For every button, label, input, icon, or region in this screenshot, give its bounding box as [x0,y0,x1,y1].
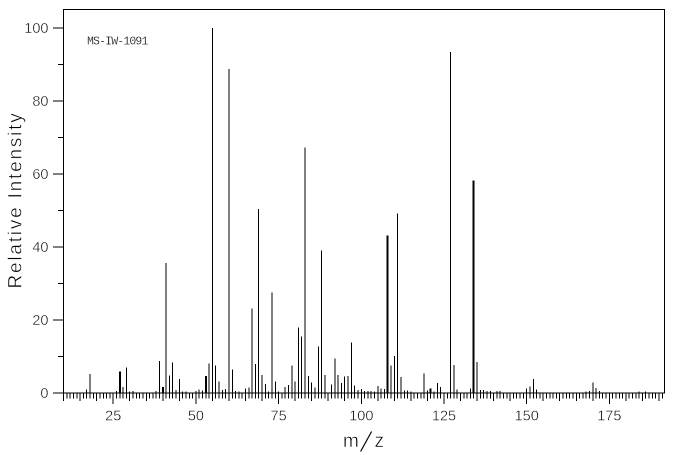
svg-text:125: 125 [432,409,456,425]
svg-text:Relative Intensity: Relative Intensity [6,111,27,288]
svg-text:150: 150 [515,409,539,425]
svg-text:40: 40 [32,240,48,256]
svg-text:z: z [375,431,385,452]
svg-text:80: 80 [32,94,48,110]
svg-text:25: 25 [105,409,121,425]
svg-text:0: 0 [40,386,48,402]
svg-text:75: 75 [271,409,287,425]
svg-text:100: 100 [349,409,373,425]
svg-text:m: m [343,431,359,452]
svg-text:60: 60 [32,167,48,183]
svg-text:20: 20 [32,313,48,329]
svg-text:175: 175 [597,409,621,425]
svg-text:100: 100 [24,21,48,37]
svg-text:50: 50 [188,409,204,425]
svg-text:MS-IW-1091: MS-IW-1091 [87,36,148,49]
